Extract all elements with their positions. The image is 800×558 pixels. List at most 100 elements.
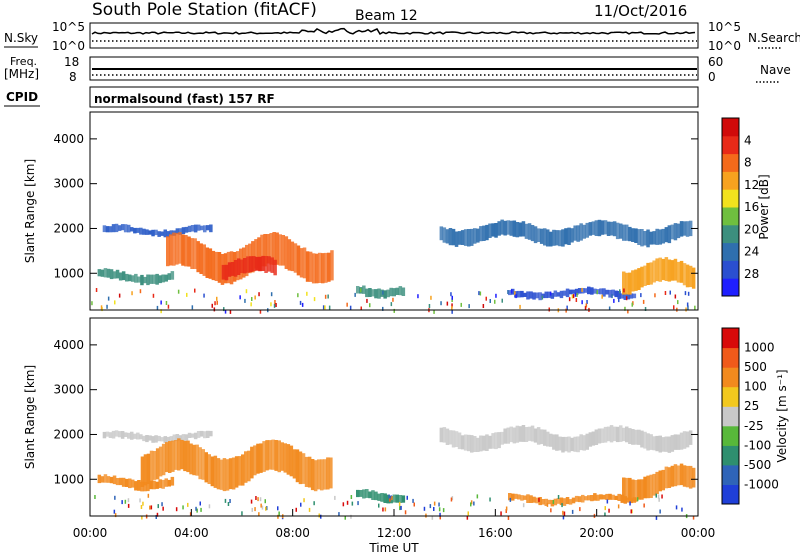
echo-cell bbox=[157, 435, 161, 442]
echo-cell bbox=[552, 229, 556, 246]
echo-cell bbox=[503, 428, 507, 444]
echo-cell bbox=[567, 227, 571, 245]
echo-cell bbox=[640, 479, 644, 500]
echo-cell bbox=[559, 290, 564, 299]
echo-speck bbox=[623, 288, 625, 293]
echo-speck bbox=[299, 300, 302, 305]
echo-speck bbox=[630, 509, 632, 514]
echo-cell bbox=[377, 493, 381, 501]
echo-cell bbox=[482, 225, 486, 241]
echo-cell bbox=[100, 476, 105, 483]
echo-cell bbox=[577, 496, 582, 503]
echo-cell bbox=[233, 260, 238, 277]
echo-cell bbox=[202, 244, 206, 276]
echo-cell bbox=[667, 259, 672, 282]
echo-speck bbox=[224, 498, 227, 503]
echo-cell bbox=[643, 431, 647, 449]
echo-cell bbox=[555, 434, 559, 451]
echo-cell bbox=[533, 428, 538, 443]
echo-speck bbox=[608, 306, 611, 311]
echo-speck bbox=[393, 308, 395, 313]
echo-speck bbox=[244, 298, 246, 303]
x-tick-label: 00:00 bbox=[681, 526, 716, 540]
echo-cell bbox=[467, 434, 471, 452]
echo-cell bbox=[321, 253, 325, 284]
echo-cell bbox=[187, 236, 191, 267]
echo-cell bbox=[524, 223, 529, 239]
echo-speck bbox=[476, 494, 479, 499]
echo-cell bbox=[161, 443, 166, 476]
echo-cell bbox=[543, 228, 547, 246]
echo-speck bbox=[297, 293, 299, 298]
echo-speck bbox=[149, 505, 151, 510]
echo-cell bbox=[637, 429, 641, 445]
echo-cell bbox=[172, 434, 177, 442]
echo-cell bbox=[281, 235, 285, 266]
echo-cell bbox=[323, 459, 327, 490]
echo-cell bbox=[299, 248, 304, 278]
echo-cell bbox=[139, 434, 143, 440]
echo-cell bbox=[539, 228, 544, 244]
echo-speck bbox=[549, 291, 552, 296]
echo-cell bbox=[543, 429, 547, 446]
echo-speck bbox=[576, 292, 578, 297]
echo-cell bbox=[571, 289, 576, 294]
echo-band bbox=[221, 255, 277, 281]
echo-speck bbox=[606, 499, 609, 504]
echo-cell bbox=[682, 431, 687, 449]
colorbar-swatch bbox=[722, 278, 739, 297]
echo-speck bbox=[152, 293, 155, 298]
x-tick-label: 00:00 bbox=[73, 526, 108, 540]
echo-band bbox=[102, 223, 213, 238]
echo-cell bbox=[249, 256, 253, 272]
echo-cell bbox=[494, 223, 498, 238]
echo-cell bbox=[518, 426, 523, 442]
echo-speck bbox=[390, 302, 393, 307]
echo-speck bbox=[277, 514, 279, 519]
echo-cell bbox=[491, 433, 495, 449]
echo-cell bbox=[664, 436, 669, 452]
echo-cell bbox=[199, 430, 204, 437]
echo-speck bbox=[216, 296, 218, 301]
echo-cell bbox=[187, 225, 192, 233]
echo-speck bbox=[161, 502, 163, 507]
echo-speck bbox=[107, 296, 110, 301]
echo-cell bbox=[640, 229, 644, 247]
echo-speck bbox=[156, 305, 159, 310]
echo-cell bbox=[256, 443, 260, 474]
power-colorbar: 4 8 12 16 20 24 28 Power [dB] bbox=[721, 117, 771, 297]
echo-cell bbox=[296, 245, 301, 276]
echo-cell bbox=[109, 269, 114, 280]
echo-cell bbox=[368, 288, 372, 297]
echo-cell bbox=[599, 494, 603, 500]
echo-cell bbox=[673, 258, 678, 281]
echo-cell bbox=[250, 446, 254, 479]
echo-cell bbox=[170, 271, 175, 280]
echo-cell bbox=[491, 223, 495, 237]
echo-cell bbox=[187, 432, 192, 438]
echo-cell bbox=[143, 276, 147, 284]
echo-cell bbox=[307, 456, 312, 488]
echo-speck bbox=[505, 506, 508, 511]
echo-cell bbox=[165, 442, 169, 473]
echo-cell bbox=[588, 222, 593, 236]
echo-speck bbox=[482, 304, 485, 308]
echo-cell bbox=[460, 435, 465, 450]
echo-speck bbox=[277, 506, 279, 511]
echo-speck bbox=[124, 499, 127, 504]
echo-cell bbox=[503, 220, 507, 236]
echo-speck bbox=[175, 507, 178, 512]
echo-cell bbox=[539, 429, 544, 445]
echo-cell bbox=[488, 435, 492, 449]
echo-speck bbox=[187, 502, 189, 507]
echo-cell bbox=[652, 436, 656, 451]
echo-speck bbox=[369, 303, 371, 308]
echo-cell bbox=[178, 228, 183, 235]
echo-speck bbox=[579, 507, 581, 512]
echo-cell bbox=[509, 426, 513, 443]
echo-cell bbox=[685, 221, 690, 237]
echo-cell bbox=[158, 479, 162, 489]
echo-cell bbox=[584, 496, 588, 501]
echo-speck bbox=[451, 306, 453, 310]
echo-cell bbox=[246, 256, 250, 273]
